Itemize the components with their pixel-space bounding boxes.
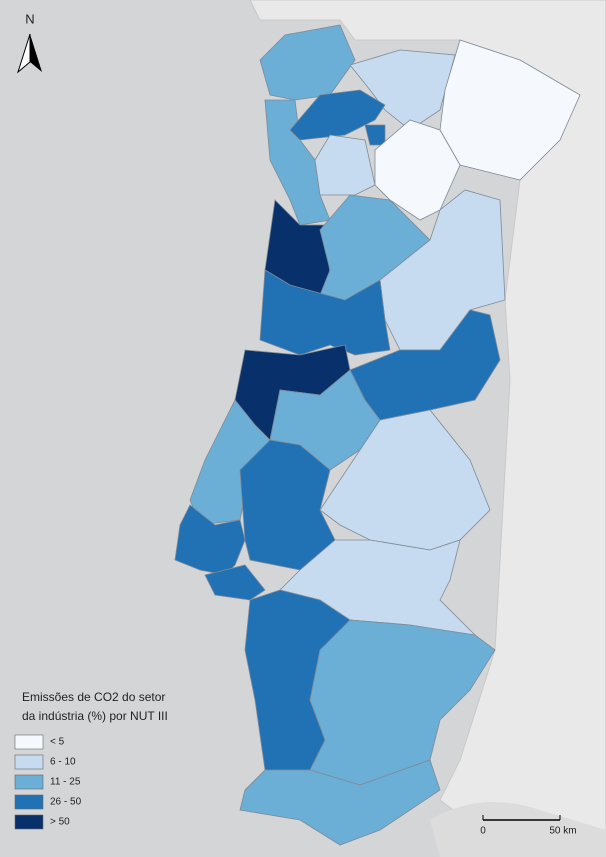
region — [204, 564, 266, 601]
scale-label: 0 — [480, 826, 486, 837]
legend-swatch — [14, 734, 44, 750]
legend-title: Emissões de CO2 do setor — [22, 690, 165, 704]
legend-swatch — [14, 794, 44, 810]
legend-label: 6 - 10 — [50, 757, 76, 768]
region — [439, 39, 581, 181]
region — [259, 269, 391, 356]
legend-title: da indústria (%) por NUT III — [22, 709, 168, 723]
spain — [249, 0, 606, 857]
region — [259, 24, 356, 101]
region — [314, 134, 376, 196]
region — [309, 619, 496, 786]
scale-label: 50 km — [549, 826, 576, 837]
north-label: N — [25, 11, 34, 26]
regions — [174, 24, 581, 846]
region — [239, 439, 336, 571]
region — [289, 89, 386, 141]
legend-swatch — [14, 774, 44, 790]
coast-detail — [430, 802, 606, 857]
legend-label: 11 - 25 — [50, 777, 81, 788]
legend-swatch — [14, 814, 44, 830]
region — [379, 189, 506, 351]
region — [239, 759, 441, 846]
legend-label: > 50 — [50, 817, 70, 828]
legend-label: 26 - 50 — [50, 797, 82, 808]
legend-swatch — [14, 754, 44, 770]
legend: Emissões de CO2 do setor da indústria (%)… — [14, 690, 168, 830]
legend-label: < 5 — [50, 737, 65, 748]
region — [349, 49, 456, 131]
region — [264, 99, 331, 226]
north-arrow — [30, 34, 42, 72]
